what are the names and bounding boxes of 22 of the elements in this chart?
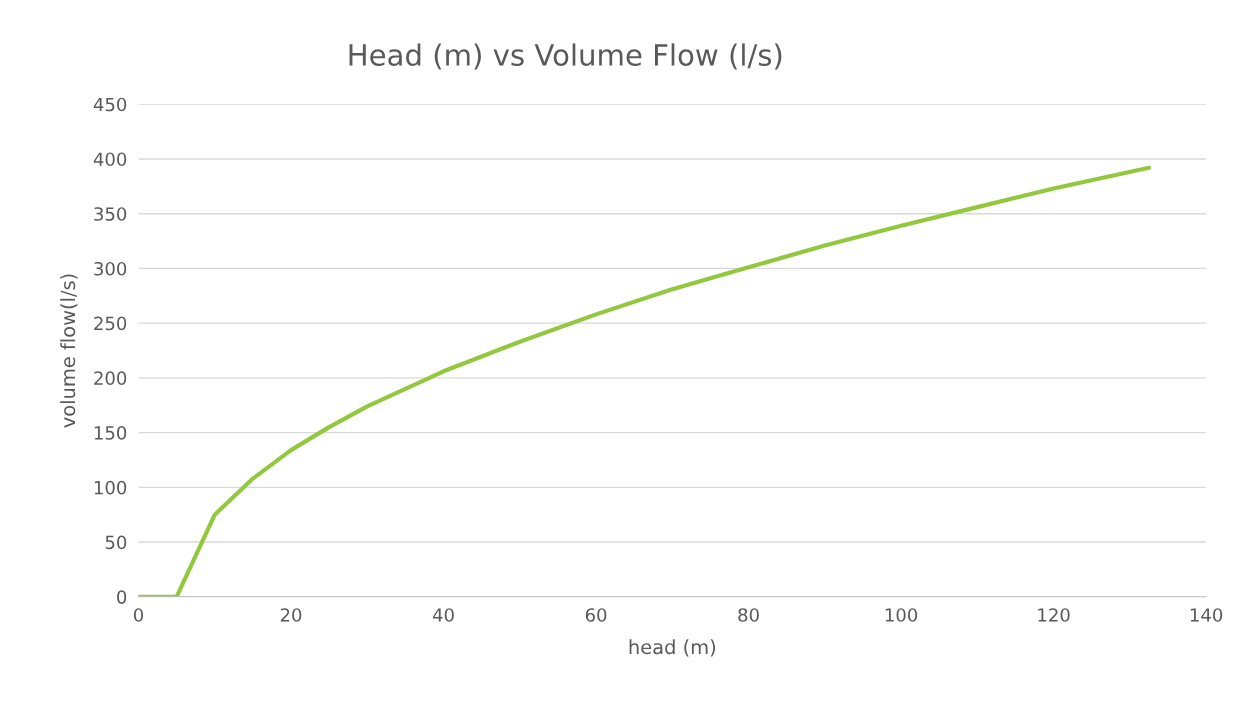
x-tick-label: 120 — [1038, 608, 1070, 622]
y-tick-label: 450 — [93, 97, 127, 112]
x-tick-label: 40 — [432, 608, 454, 622]
x-tick-label: 140 — [1190, 608, 1223, 622]
x-tick-label: 60 — [585, 608, 607, 622]
chart-title: Head (m) vs Volume Flow (l/s) — [349, 43, 782, 70]
y-tick-label: 200 — [94, 371, 127, 385]
x-tick-label: 20 — [280, 608, 302, 622]
x-tick-label: 0 — [133, 608, 144, 622]
y-tick-label: 100 — [94, 480, 127, 495]
y-tick-label: 250 — [94, 316, 127, 331]
y-axis-title: volume flow(l/s) — [60, 274, 78, 428]
y-tick-label: 400 — [93, 152, 127, 167]
y-tick-label: 50 — [105, 535, 127, 550]
line-series — [138, 165, 1152, 597]
y-tick-label: 0 — [117, 590, 127, 604]
y-tick-label: 350 — [94, 207, 127, 221]
y-tick-label: 150 — [94, 426, 127, 440]
x-tick-label: 100 — [885, 608, 918, 622]
x-tick-label: 80 — [738, 608, 759, 622]
y-tick-label: 300 — [94, 261, 127, 276]
x-axis-title: head (m) — [629, 639, 716, 657]
